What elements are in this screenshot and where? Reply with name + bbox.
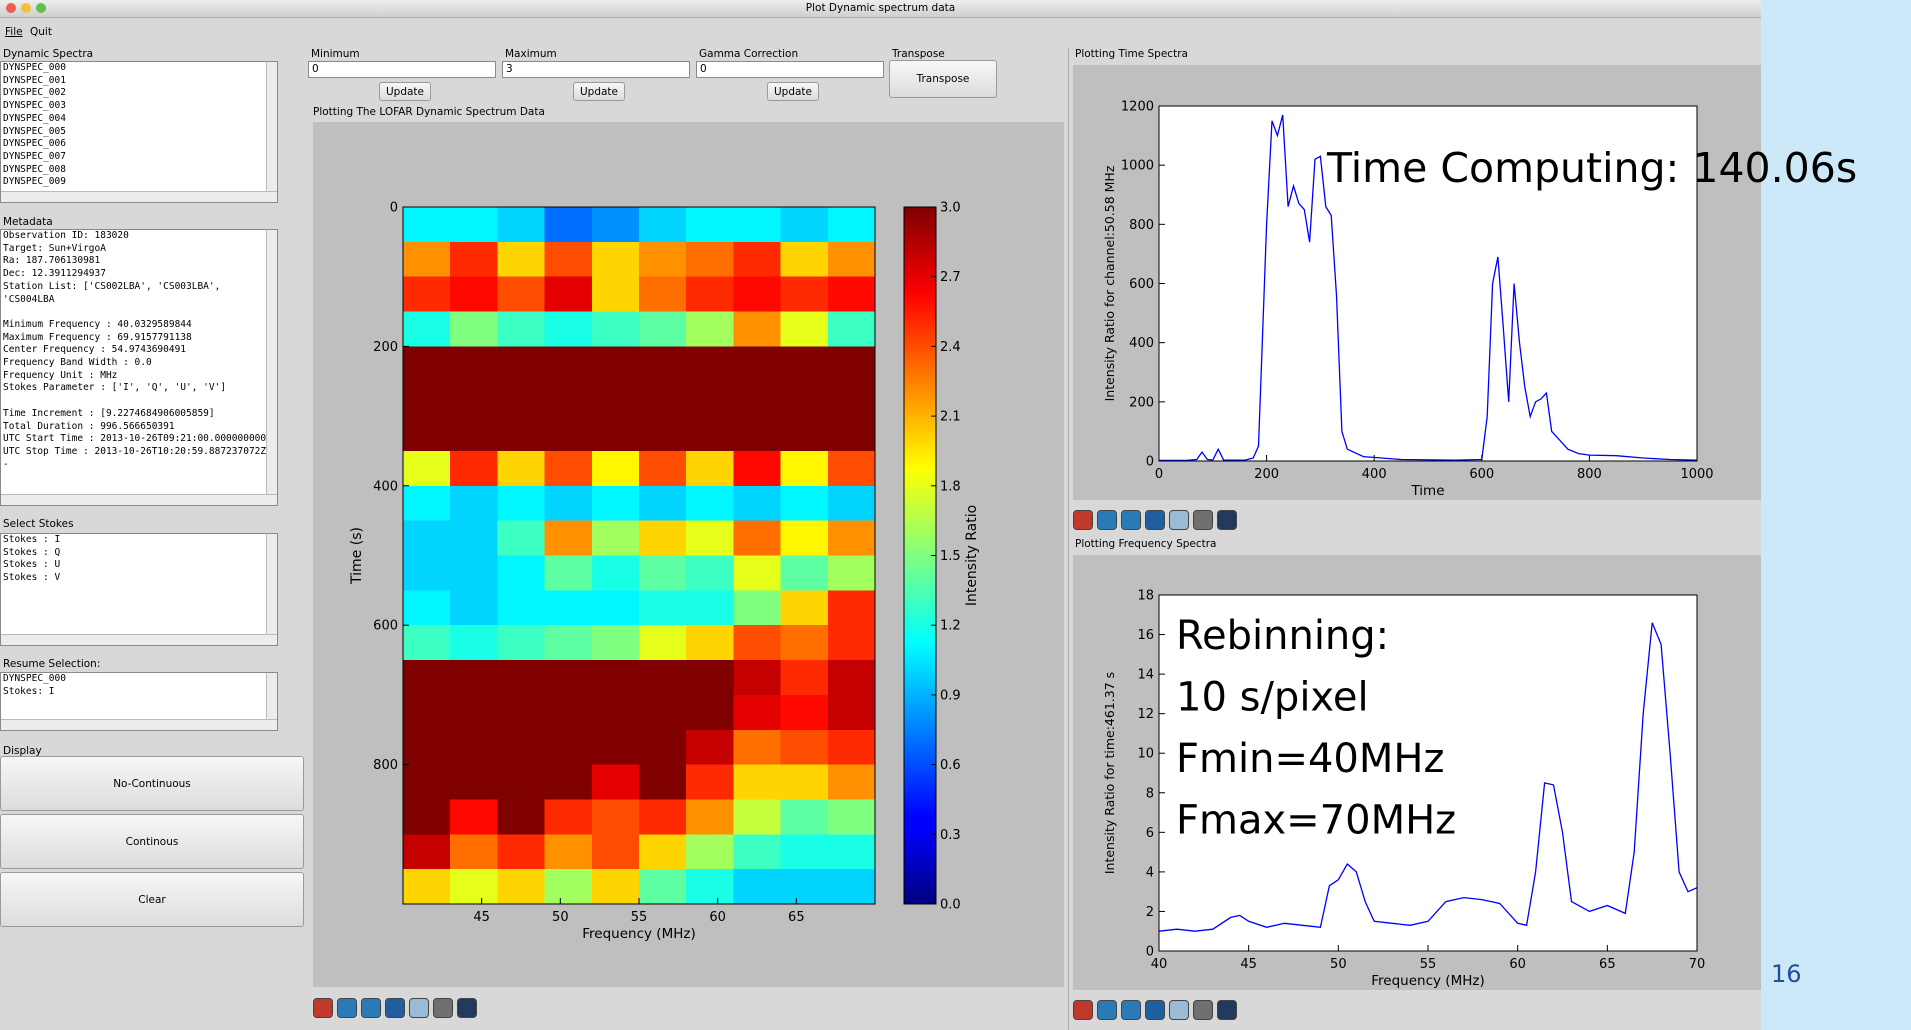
update-button[interactable]: Update xyxy=(379,82,431,101)
text-line: Station List: ['CS002LBA', 'CS003LBA', '… xyxy=(3,280,221,305)
text-line: Time Increment : [9.2274684906005859] xyxy=(3,407,215,419)
list-item[interactable]: DYNSPEC_001 xyxy=(3,74,66,86)
toolbar-button[interactable] xyxy=(409,998,429,1018)
text-line: Minimum Frequency : 40.0329589844 xyxy=(3,318,192,330)
list-item[interactable]: DYNSPEC_000 xyxy=(3,62,66,73)
text-line: Total Duration : 996.566650391 xyxy=(3,420,175,432)
maximize-button[interactable] xyxy=(36,3,46,13)
group-label: Transpose xyxy=(892,48,945,60)
toolbar-button[interactable] xyxy=(1193,510,1213,530)
text-line: UTC Start Time : 2013-10-26T09:21:00.000… xyxy=(3,433,272,445)
spin-box[interactable]: 0 xyxy=(308,61,496,78)
toolbar-button[interactable] xyxy=(1193,1000,1213,1020)
panel-label: Plotting The LOFAR Dynamic Spectrum Data xyxy=(313,106,545,118)
update-button[interactable]: Update xyxy=(573,82,625,101)
text-line: Target: Sun+VirgoA xyxy=(3,242,106,254)
minimize-button[interactable] xyxy=(21,3,31,13)
list-item[interactable]: DYNSPEC_006 xyxy=(3,138,66,150)
list-item[interactable]: DYNSPEC_008 xyxy=(3,163,66,175)
text-block: Time Increment : [9.2274684906005859] Tot… xyxy=(1,408,277,472)
group-label: Metadata xyxy=(3,216,53,228)
group-label: Dynamic Spectra xyxy=(3,48,94,60)
group-label: Gamma Correction xyxy=(699,48,799,60)
group-label: Select Stokes xyxy=(3,518,74,530)
list-item[interactable]: DYNSPEC_002 xyxy=(3,87,66,99)
spin-box[interactable]: 3 xyxy=(502,61,690,78)
menu-quit[interactable]: Quit xyxy=(30,26,52,38)
toolbar-button[interactable] xyxy=(1097,1000,1117,1020)
toolbar-button[interactable] xyxy=(1169,1000,1189,1020)
text-box[interactable]: DYNSPEC_000 Stokes: I xyxy=(0,672,278,731)
text-line: Frequency Unit : MHz xyxy=(3,369,118,381)
display-button[interactable]: Continous xyxy=(0,814,304,869)
text-line: Ra: 187.706130981 xyxy=(3,255,101,267)
list-item[interactable]: Stokes : I xyxy=(3,534,61,545)
group-label: Maximum xyxy=(505,48,557,60)
panel-label: Plotting Frequency Spectra xyxy=(1075,538,1217,550)
group-label: Minimum xyxy=(311,48,360,60)
text-line: Stokes: I xyxy=(3,685,55,697)
text-line: Frequency Band Width : 0.0 xyxy=(3,357,152,369)
text-block: Minimum Frequency : 40.0329589844 Maximum… xyxy=(1,319,277,395)
toolbar-button[interactable] xyxy=(1145,1000,1165,1020)
toolbar-button[interactable] xyxy=(1145,510,1165,530)
toolbar-button[interactable] xyxy=(1097,510,1117,530)
list-item[interactable]: Stokes : V xyxy=(3,572,61,584)
display-button[interactable]: Clear xyxy=(0,872,304,927)
toolbar-button[interactable] xyxy=(1169,510,1189,530)
list-box[interactable]: Stokes : I Stokes : Q Stokes : U Stokes : V xyxy=(0,533,278,646)
toolbar-button[interactable] xyxy=(1217,1000,1237,1020)
list-item[interactable]: DYNSPEC_003 xyxy=(3,100,66,112)
toolbar-button[interactable] xyxy=(385,998,405,1018)
group-label: Resume Selection: xyxy=(3,658,101,670)
toolbar-button[interactable] xyxy=(1073,1000,1093,1020)
menu-file[interactable]: File xyxy=(5,26,23,38)
toolbar-button[interactable] xyxy=(361,998,381,1018)
display-button[interactable]: No-Continuous xyxy=(0,756,304,811)
group-label: Display xyxy=(3,745,42,757)
list-item[interactable]: DYNSPEC_007 xyxy=(3,150,66,162)
list-item[interactable]: Stokes : Q xyxy=(3,546,61,558)
window-title: Plot Dynamic spectrum data xyxy=(805,2,956,14)
close-button[interactable] xyxy=(6,3,16,13)
toolbar-button[interactable] xyxy=(1121,1000,1141,1020)
toolbar-button[interactable] xyxy=(1217,510,1237,530)
toolbar-button[interactable] xyxy=(313,998,333,1018)
plot-background xyxy=(1073,65,1761,500)
text-line: Observation ID: 183020 xyxy=(3,230,129,241)
text-line: Stokes Parameter : ['I', 'Q', 'U', 'V'] xyxy=(3,382,227,394)
panel-label: Plotting Time Spectra xyxy=(1075,48,1188,60)
toolbar-button[interactable] xyxy=(433,998,453,1018)
list-box[interactable]: DYNSPEC_000 DYNSPEC_001 DYNSPEC_002 DYNSPEC… xyxy=(0,61,278,203)
plot-background xyxy=(313,122,1064,987)
text-line: UTC Stop Time : 2013-10-26T10:20:59.8872… xyxy=(3,445,267,470)
toolbar-button[interactable] xyxy=(1073,510,1093,530)
list-item[interactable]: DYNSPEC_005 xyxy=(3,125,66,137)
toolbar-button[interactable] xyxy=(1121,510,1141,530)
text-box[interactable]: Observation ID: 183020 Target: Sun+VirgoA… xyxy=(0,229,278,506)
list-item[interactable]: DYNSPEC_004 xyxy=(3,112,66,124)
text-line: Center Frequency : 54.9743690491 xyxy=(3,344,187,356)
toolbar-button[interactable] xyxy=(337,998,357,1018)
text-line: Dec: 12.3911294937 xyxy=(3,268,106,280)
update-button[interactable]: Update xyxy=(767,82,819,101)
text-line: DYNSPEC_000 xyxy=(3,673,66,684)
slide-number: 16 xyxy=(1771,960,1802,988)
text-line: Maximum Frequency : 69.9157791138 xyxy=(3,331,192,343)
text-block: Observation ID: 183020 Target: Sun+VirgoA… xyxy=(1,230,277,306)
spin-box[interactable]: 0 xyxy=(696,61,884,78)
plot-background xyxy=(1073,555,1761,990)
list-item[interactable]: Stokes : U xyxy=(3,559,61,571)
separator xyxy=(1068,48,1069,1030)
app-window: Plot Dynamic spectrum data File Quit Dyn… xyxy=(0,0,1761,1030)
title-bar: Plot Dynamic spectrum data xyxy=(0,0,1761,18)
transpose-button[interactable]: Transpose xyxy=(889,60,997,98)
list-item[interactable]: DYNSPEC_009 xyxy=(3,176,66,188)
toolbar-button[interactable] xyxy=(457,998,477,1018)
